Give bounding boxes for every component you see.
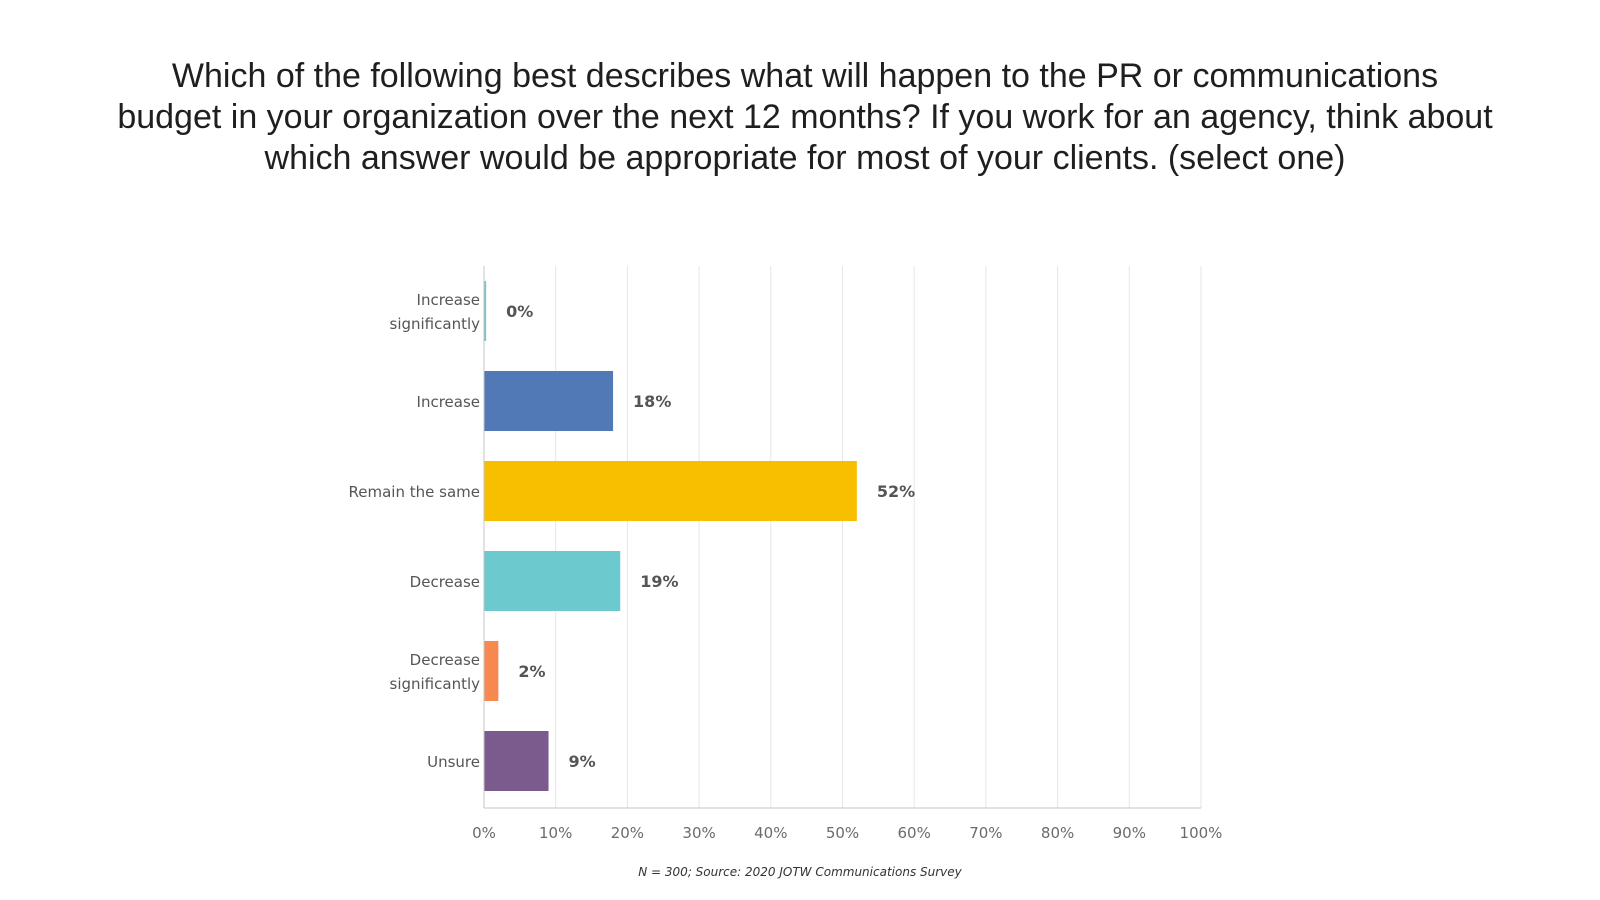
x-tick-label: 60% — [898, 824, 931, 842]
category-label: Unsure — [427, 753, 480, 771]
category-label: Remain the same — [349, 483, 480, 501]
value-label: 0% — [506, 302, 533, 321]
x-tick-label: 70% — [969, 824, 1002, 842]
chart-title: Which of the following best describes wh… — [60, 56, 1550, 179]
x-tick-label: 100% — [1180, 824, 1223, 842]
bar — [484, 281, 487, 341]
x-tick-label: 80% — [1041, 824, 1074, 842]
gridlines — [555, 266, 1202, 808]
chart-title-line-1: Which of the following best describes wh… — [171, 57, 1439, 95]
chart-title-line-3: which answer would be appropriate for mo… — [264, 139, 1346, 177]
source-footnote: N = 300; Source: 2020 JOTW Communication… — [638, 865, 962, 879]
category-label: significantly — [390, 675, 481, 693]
value-label: 9% — [569, 752, 596, 771]
bar — [484, 551, 621, 611]
x-tick-label: 30% — [682, 824, 715, 842]
bar — [484, 371, 614, 431]
x-tick-label: 0% — [472, 824, 496, 842]
bar — [484, 641, 499, 701]
value-label: 19% — [640, 572, 678, 591]
x-tick-label: 40% — [754, 824, 787, 842]
category-label: Decrease — [410, 651, 480, 669]
value-label: 52% — [877, 482, 915, 501]
bar — [484, 731, 549, 791]
x-tick-label: 20% — [611, 824, 644, 842]
labels: 0% 10% 20% 30% 40% 50% 60% 70% 80% 90% 100% 0% Incre… — [349, 291, 1223, 842]
category-label: Increase — [417, 393, 480, 411]
x-tick-label: 10% — [539, 824, 572, 842]
x-tick-label: 50% — [826, 824, 859, 842]
chart-title-line-2: budget in your organization over the nex… — [117, 98, 1493, 136]
bar — [484, 461, 857, 521]
bars — [484, 281, 857, 791]
value-label: 18% — [633, 392, 671, 411]
value-label: 2% — [518, 662, 545, 681]
category-label: significantly — [390, 315, 481, 333]
axes — [483, 266, 1201, 809]
category-label: Decrease — [410, 573, 480, 591]
category-label: Increase — [417, 291, 480, 309]
x-tick-label: 90% — [1113, 824, 1146, 842]
